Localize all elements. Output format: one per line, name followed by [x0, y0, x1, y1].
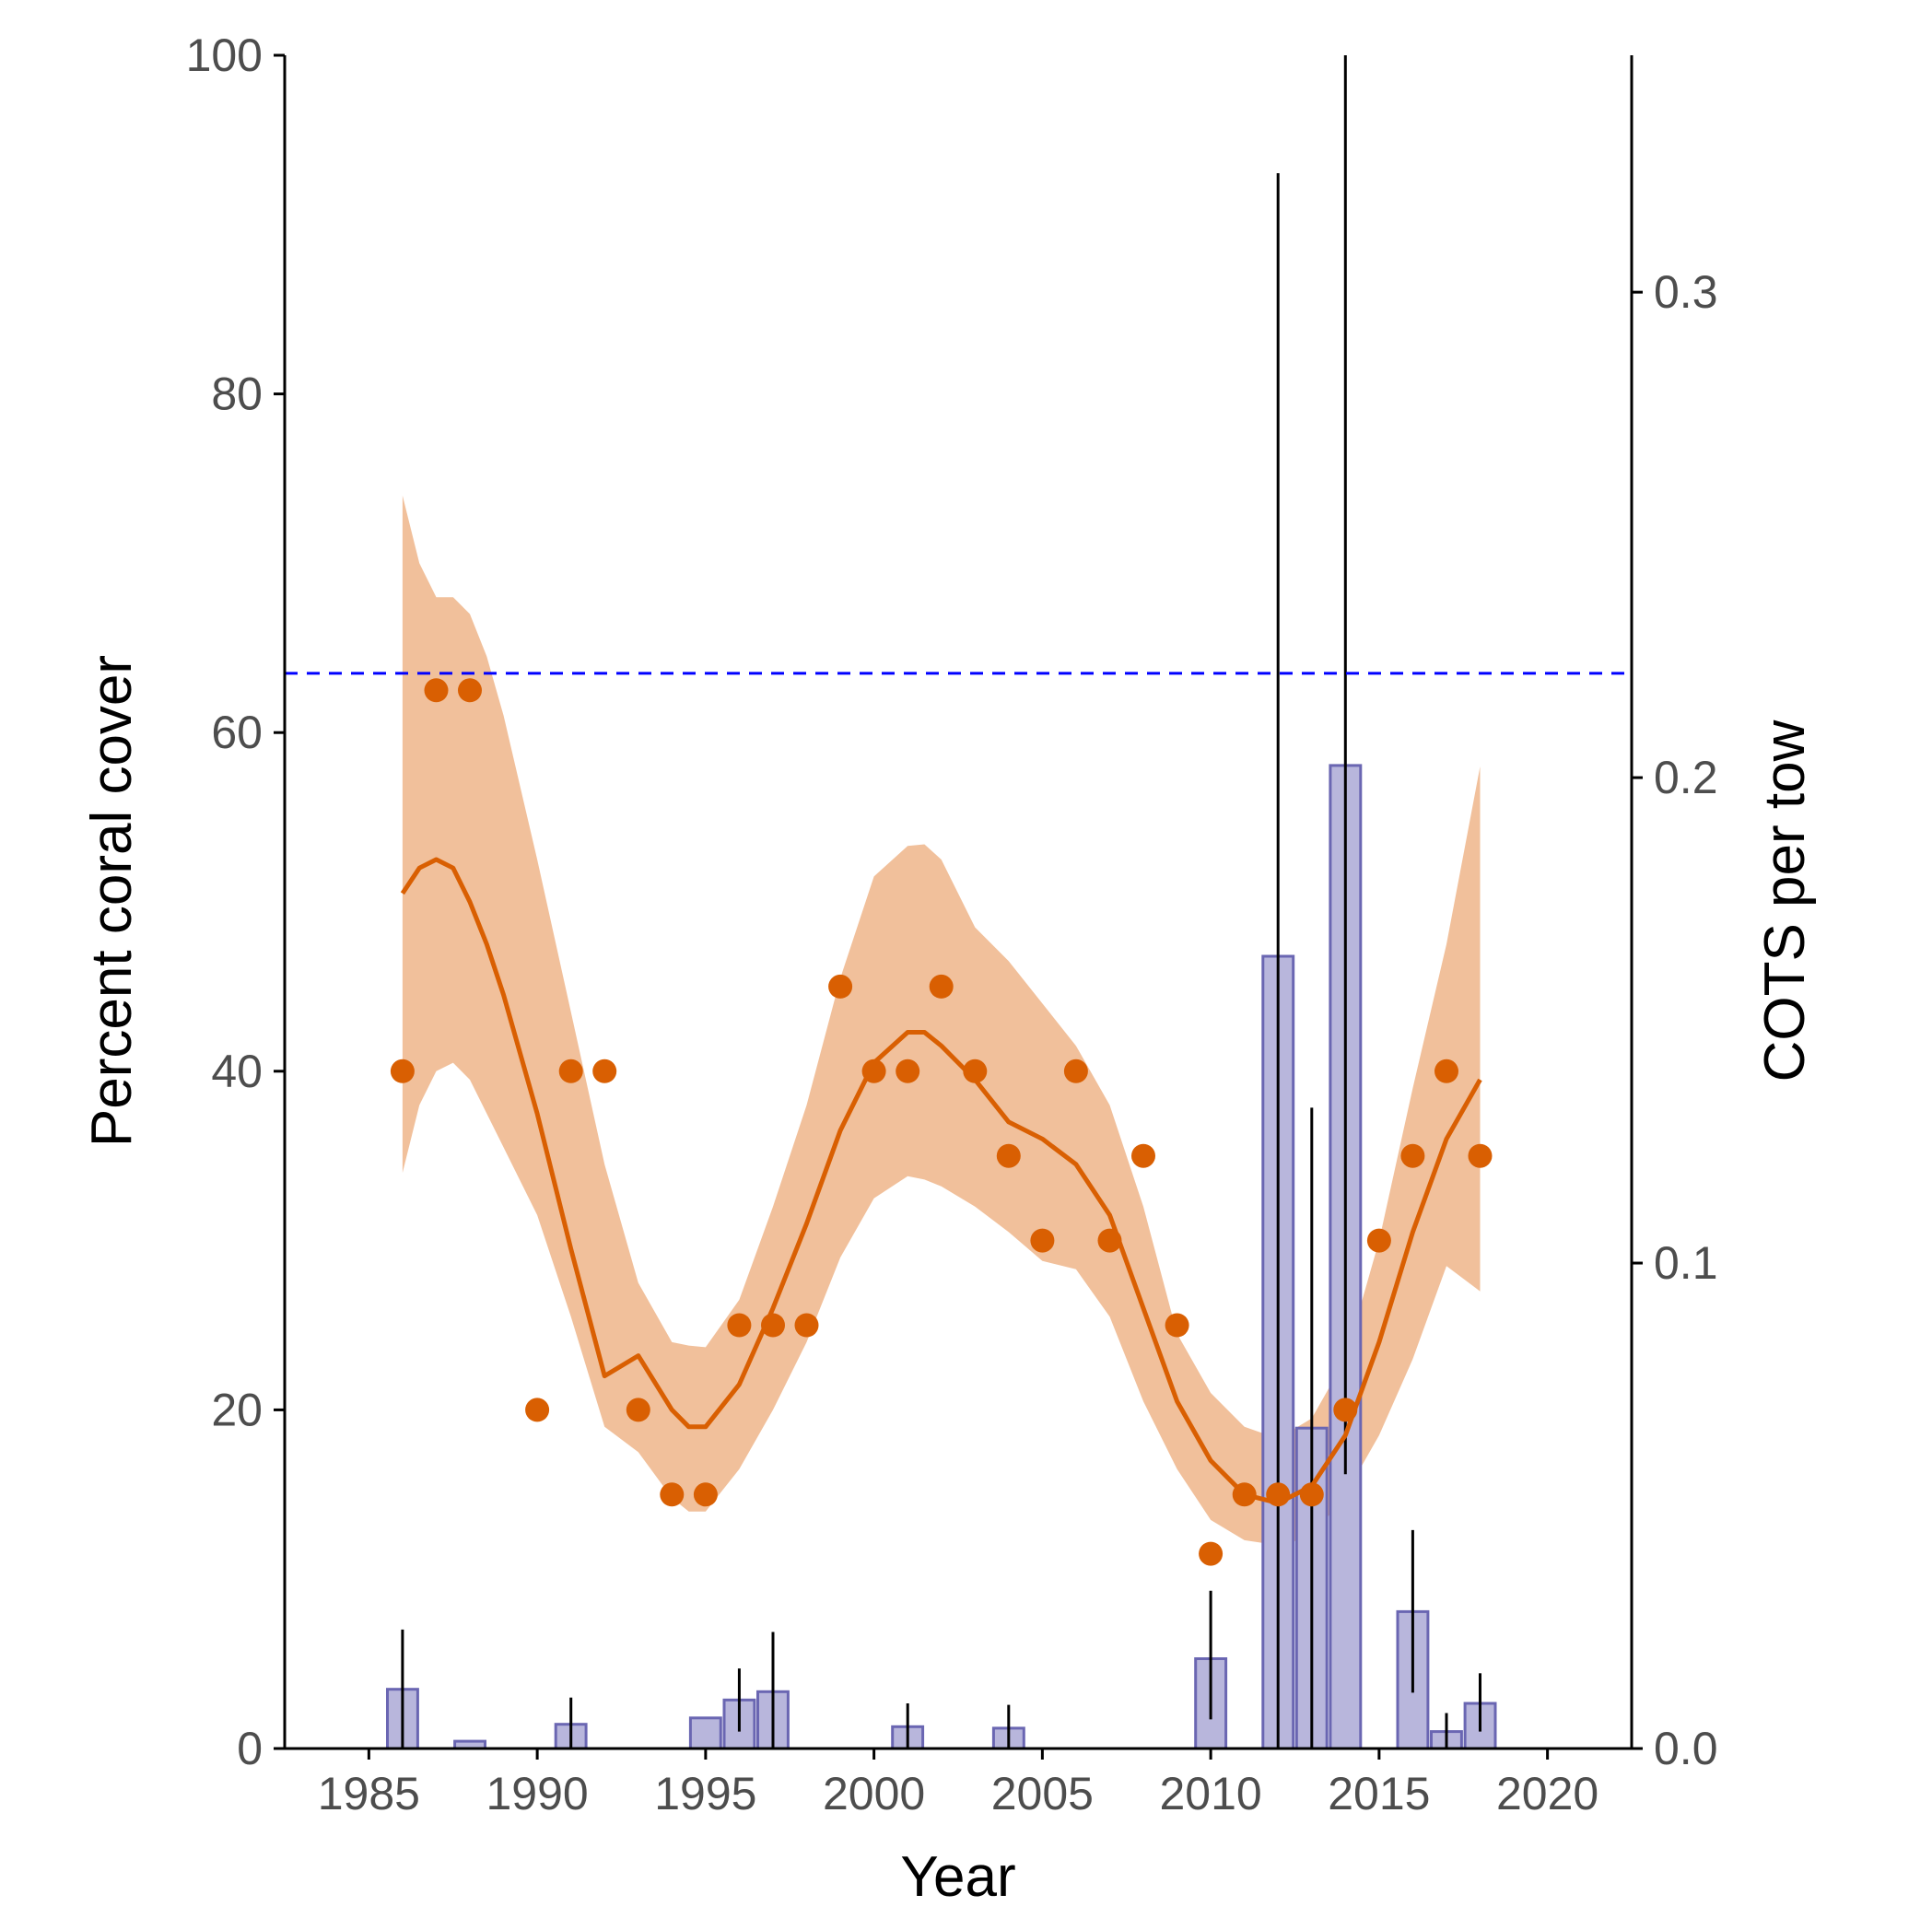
y-tick-label-left: 100	[186, 29, 263, 81]
coral-cover-point	[1434, 1059, 1458, 1083]
x-tick-label: 1990	[486, 1768, 589, 1819]
x-tick-label: 2010	[1160, 1768, 1262, 1819]
coral-cover-point	[1097, 1228, 1122, 1253]
y-tick-label-left: 40	[211, 1046, 263, 1097]
y-tick-label-left: 0	[237, 1723, 263, 1774]
confidence-ribbon	[402, 495, 1481, 1546]
coral-cover-point	[761, 1313, 785, 1338]
y-tick-label-left: 80	[211, 368, 263, 420]
y-tick-label-left: 20	[211, 1384, 263, 1435]
coral-cover-point	[592, 1059, 617, 1083]
x-tick-label: 2020	[1496, 1768, 1598, 1819]
y-axis-title-left: Percent coral cover	[80, 655, 144, 1147]
y-tick-label-right: 0.0	[1654, 1723, 1718, 1774]
coral-cover-point	[1333, 1398, 1358, 1422]
coral-cover-point	[1232, 1482, 1257, 1507]
x-tick-label: 2005	[991, 1768, 1094, 1819]
coral-cover-point	[458, 678, 482, 703]
confidence-ribbon-group	[402, 495, 1481, 1546]
coral-cover-point	[1400, 1143, 1425, 1168]
axes-group	[283, 55, 1633, 1750]
x-tick-label: 1985	[318, 1768, 420, 1819]
coral-cover-point	[1165, 1313, 1189, 1338]
coral-cover-point	[693, 1482, 718, 1507]
coral-cover-point	[558, 1059, 583, 1083]
y-tick-label-right: 0.3	[1654, 266, 1718, 318]
coral-cover-point	[1030, 1228, 1055, 1253]
coral-cover-point	[1199, 1541, 1224, 1566]
coral-cover-point	[1266, 1482, 1291, 1507]
coral-cover-point	[828, 974, 853, 999]
coral-cover-point	[963, 1059, 988, 1083]
coral-cover-point	[1366, 1228, 1391, 1253]
coral-cover-point	[390, 1059, 415, 1083]
coral-points-group	[390, 678, 1493, 1566]
coral-cover-point	[1299, 1482, 1324, 1507]
coral-cover-point	[626, 1398, 650, 1422]
coral-cover-point	[794, 1313, 819, 1338]
y-tick-label-right: 0.1	[1654, 1237, 1718, 1289]
y-axis-title-right: COTS per tow	[1753, 719, 1817, 1082]
x-axis-title: Year	[900, 1845, 1015, 1909]
coral-cover-point	[727, 1313, 752, 1338]
cots-bar	[688, 1716, 722, 1750]
x-tick-label: 2000	[823, 1768, 925, 1819]
y-tick-label-left: 60	[211, 707, 263, 758]
coral-cover-point	[1468, 1143, 1493, 1168]
coral-cover-point	[861, 1059, 886, 1083]
x-tick-label: 1995	[654, 1768, 756, 1819]
coral-cover-point	[525, 1398, 550, 1422]
coral-cover-point	[1131, 1143, 1155, 1168]
coral-cover-point	[1063, 1059, 1088, 1083]
x-tick-label: 2015	[1328, 1768, 1430, 1819]
y-tick-label-right: 0.2	[1654, 752, 1718, 803]
coral-cover-point	[929, 974, 954, 999]
coral-cover-point	[896, 1059, 920, 1083]
coral-cover-point	[996, 1143, 1021, 1168]
ticks-group: 0 20 40 60 80 100 0.0 0.1 0.2 0.3 1985 1990 1995 2000…	[186, 29, 1718, 1819]
coral-cover-point	[660, 1482, 685, 1507]
coral-cover-point	[424, 678, 449, 703]
